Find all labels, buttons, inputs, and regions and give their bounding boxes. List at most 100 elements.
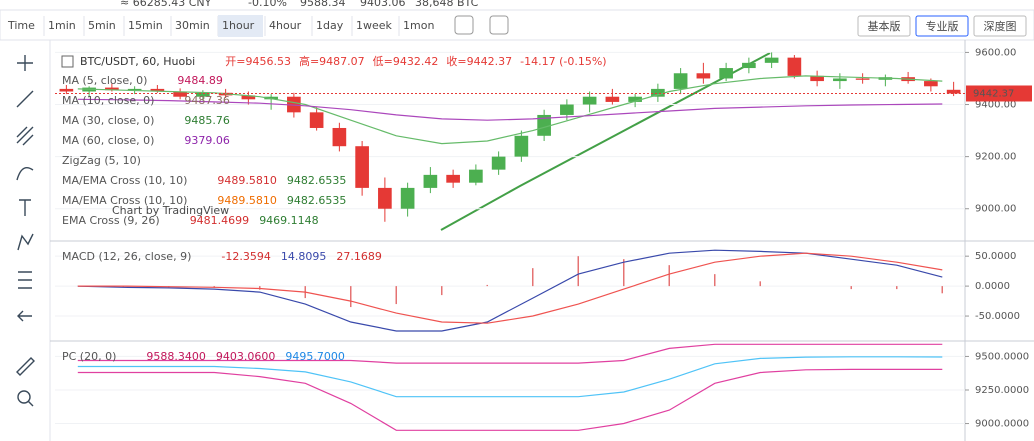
indicator-value: 9588.3400 xyxy=(146,350,206,363)
indicator-legend: PC (20, 0) 9588.3400 9403.0600 9495.7000 xyxy=(62,350,345,363)
indicator-line xyxy=(77,75,943,145)
ticker-value: 9588.34 xyxy=(300,0,346,9)
timeframe-tab[interactable]: 1day xyxy=(316,19,344,32)
timeframe-tab[interactable]: 5min xyxy=(88,19,116,32)
candle-body xyxy=(105,87,119,91)
pattern-tool[interactable] xyxy=(17,233,34,251)
candle-body xyxy=(924,81,938,87)
prediction-tool[interactable] xyxy=(18,271,32,289)
indicator-value: 9379.06 xyxy=(184,134,230,147)
candle-body xyxy=(833,78,847,82)
indicator-value: 9487.36 xyxy=(184,94,230,107)
indicator-name: PC (20, 0) xyxy=(62,350,116,363)
candle-body xyxy=(241,95,256,100)
candle-body xyxy=(59,88,74,92)
y-tick-label: 9200.00 xyxy=(975,152,1016,163)
timeframe-tab[interactable]: 1min xyxy=(48,19,76,32)
timeframe-tab[interactable]: 30min xyxy=(175,19,210,32)
left-toolbar xyxy=(16,55,35,407)
crosshair-tool[interactable] xyxy=(17,55,33,71)
ohlc-value: 高=9487.07 xyxy=(299,54,365,68)
y-tick-label: 9400.00 xyxy=(975,100,1016,111)
zoom-handle xyxy=(27,400,34,407)
indicator-legend: MA (10, close, 0) 9487.36 xyxy=(62,94,230,107)
candle-body xyxy=(264,96,278,100)
trend-line-tool[interactable] xyxy=(16,90,34,108)
zoom-tool[interactable] xyxy=(17,390,31,404)
timeframe-tab[interactable]: 1week xyxy=(356,19,393,32)
candle-body xyxy=(582,96,597,105)
indicator-value: 9469.1148 xyxy=(259,214,319,227)
y-tick-label: 9250.0000 xyxy=(975,385,1029,396)
brush-tool[interactable] xyxy=(16,167,34,181)
indicator-legend: MA (60, close, 0) 9379.06 xyxy=(62,134,230,147)
version-label: 基本版 xyxy=(868,19,901,33)
ticker-value: ≈ 66285.43 CNY xyxy=(120,0,212,9)
candle-body xyxy=(514,135,529,157)
indicator-legend: EMA Cross (9, 26) 9481.4699 9469.1148 xyxy=(62,214,319,227)
indicator-line xyxy=(77,249,943,332)
candle-body xyxy=(537,114,551,136)
timeframe-tab[interactable]: 1mon xyxy=(403,19,434,32)
version-button[interactable] xyxy=(857,15,911,37)
ticker-value: 38,648 BTC xyxy=(415,0,479,9)
candle-body xyxy=(378,187,392,209)
version-button[interactable] xyxy=(973,15,1027,37)
indicator-legend: ZigZag (5, 10) xyxy=(62,154,141,167)
version-button[interactable] xyxy=(915,15,969,37)
indicator-value: 9482.6535 xyxy=(287,174,347,187)
timeframe-tab[interactable]: 15min xyxy=(128,19,163,32)
candle-body xyxy=(560,104,574,115)
timeframe-tab[interactable]: Time xyxy=(7,19,35,32)
timeframe-tab[interactable]: 4hour xyxy=(269,19,302,32)
indicator-value: -12.3594 xyxy=(221,250,270,263)
fib-tool[interactable] xyxy=(16,126,34,146)
screenshot-button[interactable] xyxy=(489,15,509,35)
indicator-line xyxy=(77,356,943,398)
candle-body xyxy=(196,92,210,97)
indicator-line xyxy=(77,343,943,364)
collapse-button[interactable] xyxy=(61,55,74,68)
candle-body xyxy=(309,112,324,128)
trend-line-drawing xyxy=(440,52,771,231)
last-price-box xyxy=(966,85,1032,102)
indicator-value: 14.8095 xyxy=(281,250,327,263)
settings-button[interactable] xyxy=(454,15,474,35)
indicator-value: 9495.7000 xyxy=(285,350,345,363)
indicator-value: 9489.5810 xyxy=(217,174,277,187)
indicator-legend: MACD (12, 26, close, 9) -12.3594 14.8095 27… xyxy=(62,250,382,263)
candle-body xyxy=(946,89,961,94)
text-tool[interactable] xyxy=(19,199,31,216)
timeframe-tab[interactable]: 1hour xyxy=(222,19,255,32)
y-tick-label: -50.0000 xyxy=(975,311,1020,322)
indicator-legend: MA (5, close, 0) 9484.89 xyxy=(62,74,223,87)
indicator-legend: MA/EMA Cross (10, 10) 9489.5810 9482.6535 xyxy=(62,174,346,187)
indicator-value: 9484.89 xyxy=(177,74,223,87)
last-price-label: 9442.37 xyxy=(973,88,1014,99)
indicator-value: 9485.76 xyxy=(184,114,230,127)
indicator-value: 9403.0600 xyxy=(216,350,276,363)
y-tick-label: 9600.00 xyxy=(975,47,1016,58)
back-tool[interactable] xyxy=(17,310,32,322)
y-tick-label: 9000.0000 xyxy=(975,419,1029,430)
indicator-legend: MA/EMA Cross (10, 10) 9489.5810 9482.6535 xyxy=(62,194,346,207)
indicator-line xyxy=(77,98,943,121)
indicator-value: 9489.5810 xyxy=(217,194,277,207)
candle-body xyxy=(173,91,187,97)
symbol-legend: BTC/USDT, 60, Huobi 开=9456.53 高=9487.07 低=9… xyxy=(80,54,607,68)
candle-body xyxy=(742,62,756,69)
indicator-line xyxy=(77,252,943,324)
indicator-name: EMA Cross (9, 26) xyxy=(62,214,160,227)
measure-tool[interactable] xyxy=(16,357,35,376)
candle-body xyxy=(628,96,642,102)
ticker-value: -0.10% xyxy=(248,0,287,9)
indicator-name: MA (60, close, 0) xyxy=(62,134,154,147)
candle-body xyxy=(469,169,483,183)
ticker-value: 9403.06 xyxy=(360,0,406,9)
candle-body xyxy=(673,73,688,89)
candle-body xyxy=(355,146,369,188)
candle-body xyxy=(696,73,711,79)
indicator-name: MA/EMA Cross (10, 10) xyxy=(62,174,187,187)
